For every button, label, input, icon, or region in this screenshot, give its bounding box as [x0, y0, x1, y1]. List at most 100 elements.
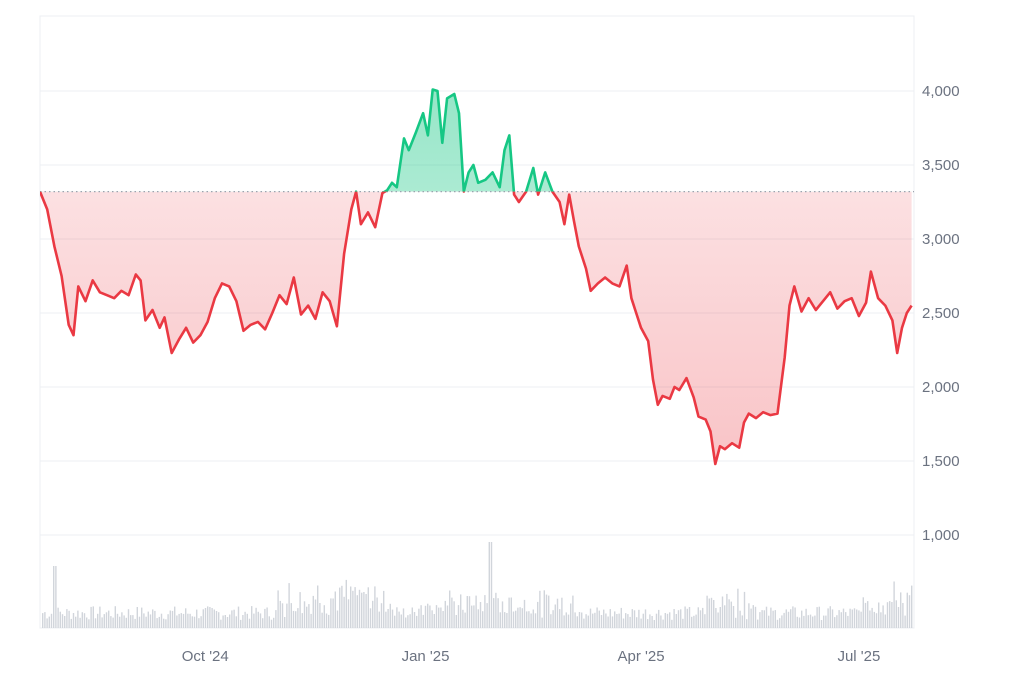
- volume-bar: [83, 613, 86, 628]
- volume-bar: [277, 590, 279, 628]
- plot-frame: [39, 15, 915, 629]
- volume-bar: [860, 611, 862, 628]
- volume-bar: [138, 616, 141, 628]
- volume-bar: [46, 618, 48, 628]
- data-point: [604, 277, 606, 279]
- y-tick-label: 1,000: [922, 527, 960, 544]
- volume-bar: [468, 596, 471, 628]
- volume-bar: [374, 586, 376, 628]
- volume-bar: [114, 606, 116, 628]
- data-point: [769, 414, 771, 416]
- volume-bar: [94, 618, 97, 628]
- volume-bar: [708, 598, 710, 628]
- data-point: [662, 395, 664, 397]
- volume-bar: [255, 607, 257, 628]
- volume-bar: [372, 600, 374, 628]
- volume-bar: [211, 608, 213, 628]
- volume-bar: [600, 615, 603, 628]
- volume-bar: [504, 612, 506, 628]
- volume-bar: [517, 607, 519, 628]
- data-point: [396, 186, 398, 188]
- data-point: [877, 297, 879, 299]
- volume-bar: [790, 609, 792, 628]
- volume-bar: [163, 618, 165, 628]
- volume-bar: [724, 605, 726, 628]
- volume-bar: [367, 587, 369, 628]
- data-point: [906, 312, 908, 314]
- volume-bar: [897, 607, 900, 628]
- volume-bar: [721, 596, 724, 628]
- volume-bar: [169, 610, 171, 628]
- data-point: [705, 419, 707, 421]
- volume-bar: [145, 616, 147, 628]
- data-point: [468, 171, 470, 173]
- volume-bar: [823, 615, 825, 628]
- data-point: [314, 318, 316, 320]
- volume-bar: [191, 616, 193, 628]
- volume-bar: [805, 608, 807, 628]
- volume-bar: [405, 617, 407, 628]
- volume-bar: [664, 613, 666, 628]
- volume-bar: [376, 597, 378, 628]
- volume-bar: [768, 615, 770, 628]
- volume-bar: [336, 610, 339, 628]
- volume-bar: [233, 609, 235, 628]
- volume-bar: [209, 607, 211, 628]
- volume-bar: [306, 606, 308, 628]
- volume-bar: [550, 614, 552, 628]
- volume-bar: [424, 605, 427, 628]
- volume-bar: [44, 612, 46, 628]
- volume-bar: [275, 610, 277, 628]
- data-point: [68, 324, 70, 326]
- data-point: [784, 356, 786, 358]
- volume-bar: [834, 617, 836, 628]
- volume-bar: [537, 601, 539, 628]
- volume-bar: [178, 613, 180, 628]
- volume-bar: [614, 611, 616, 628]
- data-point: [559, 201, 561, 203]
- volume-bar: [457, 605, 460, 628]
- data-point: [343, 253, 345, 255]
- volume-bar: [479, 602, 482, 628]
- data-point: [563, 223, 565, 225]
- volume-bar: [816, 607, 818, 628]
- data-point: [300, 314, 302, 316]
- data-point: [432, 89, 434, 91]
- volume-bar: [891, 602, 893, 628]
- volume-bar: [204, 608, 207, 628]
- volume-bar: [506, 613, 508, 628]
- volume-bar: [884, 614, 886, 628]
- data-point: [738, 447, 740, 449]
- volume-bar: [231, 610, 233, 628]
- volume-bar: [849, 608, 851, 628]
- y-tick-label: 4,000: [922, 83, 960, 100]
- volume-bar: [222, 615, 224, 628]
- volume-bar: [585, 614, 587, 628]
- volume-bar: [154, 610, 156, 628]
- data-point: [199, 334, 201, 336]
- volume-bar: [748, 603, 750, 628]
- data-point: [724, 448, 726, 450]
- volume-bar: [697, 607, 699, 628]
- volume-bar: [583, 618, 585, 628]
- volume-bar: [710, 597, 713, 628]
- volume-bar: [589, 608, 592, 628]
- volume-bar: [431, 610, 433, 628]
- volume-bar: [592, 613, 594, 628]
- volume-bar: [273, 617, 275, 628]
- volume-bar: [779, 618, 781, 628]
- volume-bar: [433, 614, 435, 628]
- data-point: [755, 417, 757, 419]
- volume-bar: [785, 609, 787, 628]
- volume-bar: [378, 611, 380, 628]
- data-point: [829, 291, 831, 293]
- volume-bar: [807, 615, 809, 628]
- data-point: [870, 271, 872, 273]
- volume-bar: [875, 613, 878, 628]
- volume-bar: [200, 616, 202, 628]
- volume-bar: [545, 594, 548, 628]
- volume-bar: [501, 601, 504, 628]
- volume-bar: [319, 603, 321, 628]
- data-point: [73, 334, 75, 336]
- volume-bar: [97, 613, 99, 628]
